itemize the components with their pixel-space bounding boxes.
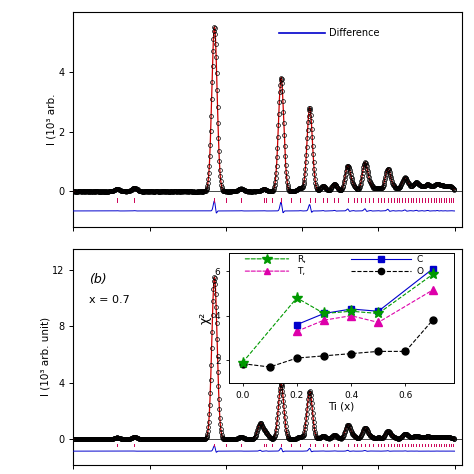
Text: (b): (b) (89, 273, 106, 286)
Y-axis label: I (10³ arb.: I (10³ arb. (47, 94, 57, 146)
Text: Difference: Difference (329, 28, 379, 38)
Y-axis label: I (10³ arb. unit): I (10³ arb. unit) (41, 317, 51, 396)
Text: x = 0.7: x = 0.7 (89, 295, 129, 305)
